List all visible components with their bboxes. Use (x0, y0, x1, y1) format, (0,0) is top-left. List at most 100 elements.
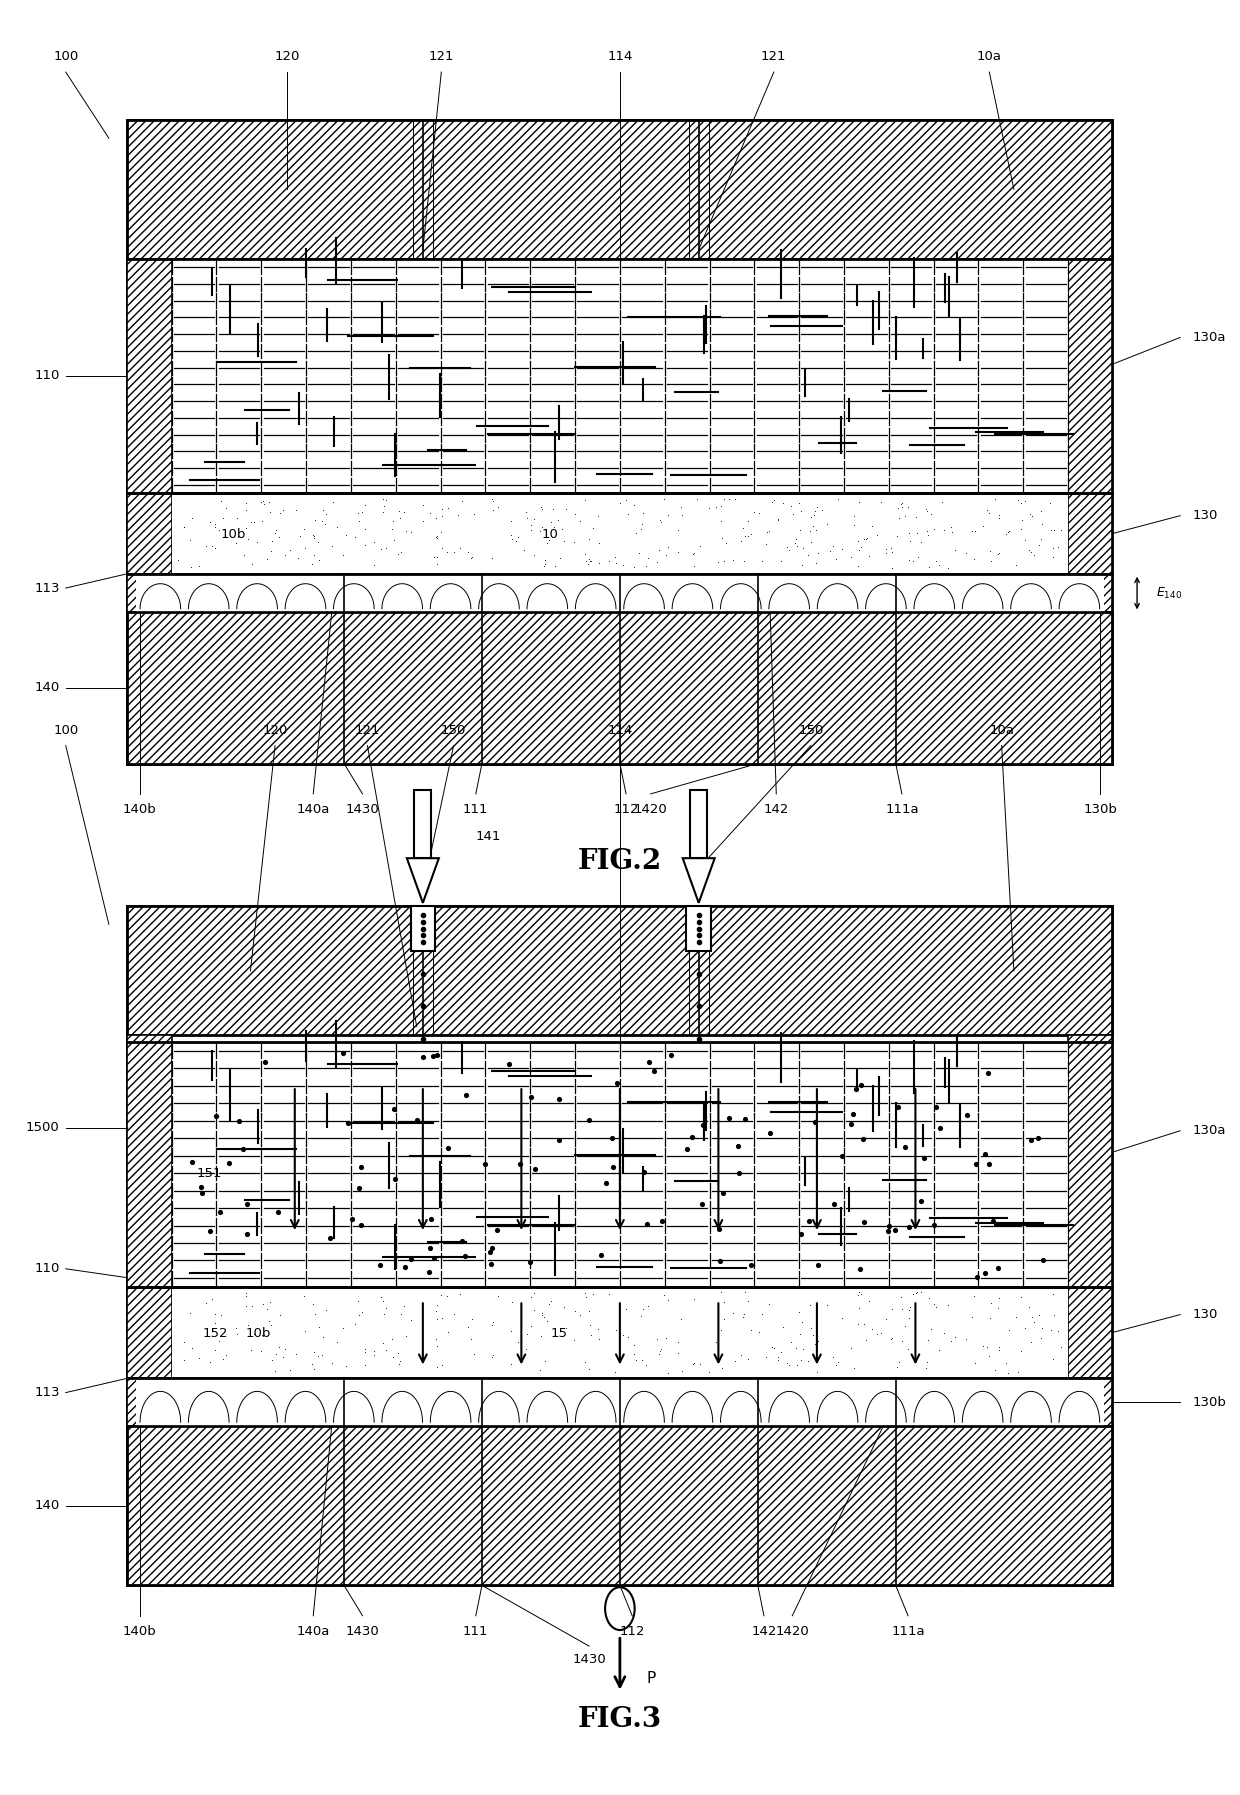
Point (498, 1050, 518, 1079)
Point (945, 535, 965, 564)
Point (822, 531, 842, 560)
Point (316, 501, 336, 530)
Point (394, 497, 414, 526)
Point (634, 1158, 653, 1186)
Point (945, 1323, 965, 1352)
Point (309, 546, 329, 574)
Point (269, 1334, 289, 1362)
Point (963, 1282, 983, 1310)
Point (396, 1323, 415, 1352)
Point (551, 1316, 570, 1344)
Point (543, 495, 563, 524)
Point (1040, 488, 1060, 517)
Point (432, 1303, 451, 1332)
Point (242, 1335, 262, 1364)
Point (999, 1316, 1019, 1344)
Point (345, 522, 365, 551)
Point (588, 503, 608, 531)
Point (848, 488, 868, 517)
Point (575, 540, 595, 569)
Point (461, 544, 481, 573)
Point (211, 1300, 231, 1328)
Point (981, 547, 1001, 576)
Point (636, 1350, 656, 1379)
Point (800, 517, 820, 546)
Point (181, 553, 201, 582)
Point (631, 1301, 651, 1330)
Point (614, 551, 634, 580)
Bar (128, 120, 1112, 763)
Point (589, 530, 609, 558)
Point (308, 1343, 327, 1371)
Point (432, 1282, 451, 1310)
Point (351, 1152, 371, 1181)
Point (668, 1339, 688, 1368)
Point (806, 1337, 826, 1366)
Point (935, 515, 955, 544)
Point (848, 526, 868, 555)
Point (990, 1335, 1009, 1364)
Point (637, 1210, 657, 1239)
Point (774, 488, 794, 517)
Point (980, 499, 999, 528)
Point (192, 1179, 212, 1208)
Point (253, 486, 273, 515)
Point (250, 1335, 270, 1364)
Point (584, 513, 604, 542)
Point (808, 1327, 828, 1355)
Point (428, 1352, 448, 1380)
Point (188, 553, 208, 582)
Point (200, 508, 219, 537)
Text: 152: 152 (202, 1327, 228, 1341)
Point (791, 551, 811, 580)
Point (916, 495, 936, 524)
Point (432, 1350, 451, 1379)
Point (546, 1316, 565, 1344)
Point (990, 538, 1009, 567)
Point (832, 1142, 852, 1170)
Point (804, 512, 823, 540)
Point (713, 1178, 733, 1206)
Point (625, 490, 645, 519)
Point (304, 1355, 324, 1384)
Point (661, 1041, 681, 1070)
Point (848, 551, 868, 580)
Point (683, 1348, 703, 1377)
Point (900, 1292, 920, 1321)
Point (791, 497, 811, 526)
Point (1011, 1337, 1030, 1366)
Point (439, 494, 459, 522)
Point (537, 530, 557, 558)
Point (962, 1301, 982, 1330)
Point (988, 1255, 1008, 1283)
Point (729, 1158, 749, 1186)
Point (351, 1210, 371, 1239)
Point (888, 1093, 908, 1122)
Point (244, 508, 264, 537)
Point (481, 1343, 501, 1371)
Point (872, 1319, 892, 1348)
Point (1021, 1327, 1040, 1355)
Point (579, 524, 599, 553)
Point (427, 1332, 446, 1361)
Point (365, 551, 384, 580)
Point (210, 1327, 229, 1355)
Point (668, 1328, 688, 1357)
Point (1014, 486, 1034, 515)
Point (270, 499, 290, 528)
Point (450, 535, 470, 564)
Point (977, 1059, 997, 1088)
Point (841, 1334, 861, 1362)
Point (976, 1140, 996, 1169)
Point (875, 538, 895, 567)
Point (401, 1244, 420, 1273)
Point (634, 499, 653, 528)
Point (763, 1332, 782, 1361)
Point (626, 519, 646, 547)
Point (986, 1355, 1006, 1384)
Point (334, 1314, 353, 1343)
Point (533, 1303, 553, 1332)
Text: 120: 120 (275, 50, 300, 63)
Point (242, 549, 262, 578)
Point (237, 1219, 257, 1248)
